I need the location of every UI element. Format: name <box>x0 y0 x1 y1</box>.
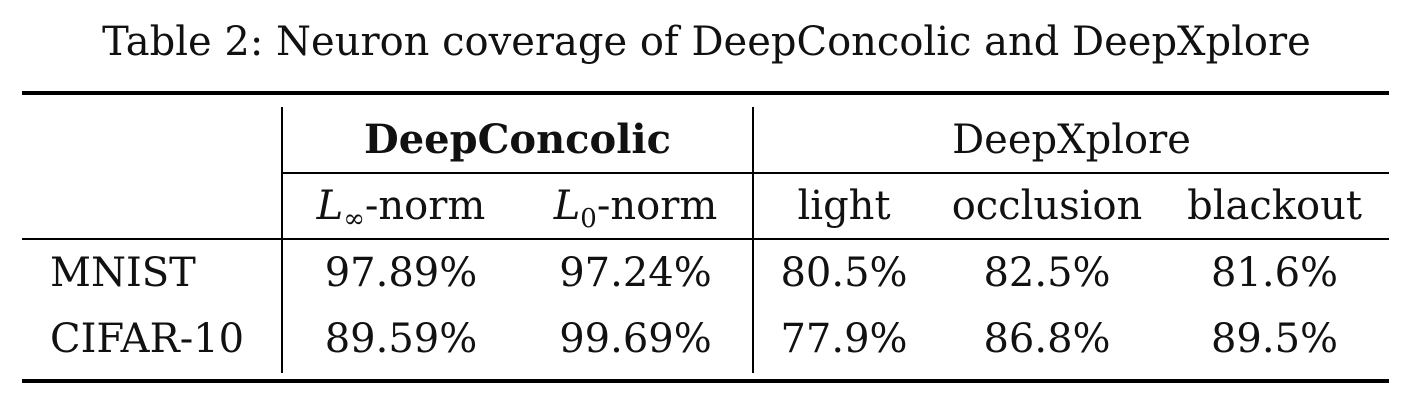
table-cell: 86.8% <box>983 316 1111 362</box>
table-cell: 80.5% <box>780 250 908 296</box>
bottom-rule <box>22 379 1389 383</box>
table-caption: Table 2: Neuron coverage of DeepConcolic… <box>102 19 1311 65</box>
row-label-cifar10: CIFAR-10 <box>50 316 245 362</box>
top-rule <box>22 91 1389 95</box>
column-header-linf-norm: L∞-norm <box>316 183 486 234</box>
table-cell: 99.69% <box>559 316 712 362</box>
table-cell: 89.5% <box>1210 316 1339 362</box>
column-header-light: light <box>797 183 891 229</box>
row-label-mnist: MNIST <box>50 250 196 296</box>
table-cell: 89.59% <box>324 316 478 362</box>
label-column-separator <box>281 107 283 373</box>
column-header-blackout: blackout <box>1187 183 1362 229</box>
table-cell: 77.9% <box>780 316 908 362</box>
column-header-l0-norm: L0-norm <box>553 183 718 234</box>
table-cell: 97.24% <box>559 250 712 296</box>
table-cell: 82.5% <box>983 250 1111 296</box>
table-cell: 97.89% <box>324 250 478 296</box>
table-cell: 81.6% <box>1210 250 1339 296</box>
group-midrule <box>282 172 1389 174</box>
group-header-deepxplore: DeepXplore <box>952 117 1191 163</box>
header-midrule <box>22 238 1389 240</box>
group-column-separator <box>752 107 754 373</box>
group-header-deepconcolic: DeepConcolic <box>364 116 671 163</box>
column-header-occlusion: occlusion <box>951 183 1143 229</box>
